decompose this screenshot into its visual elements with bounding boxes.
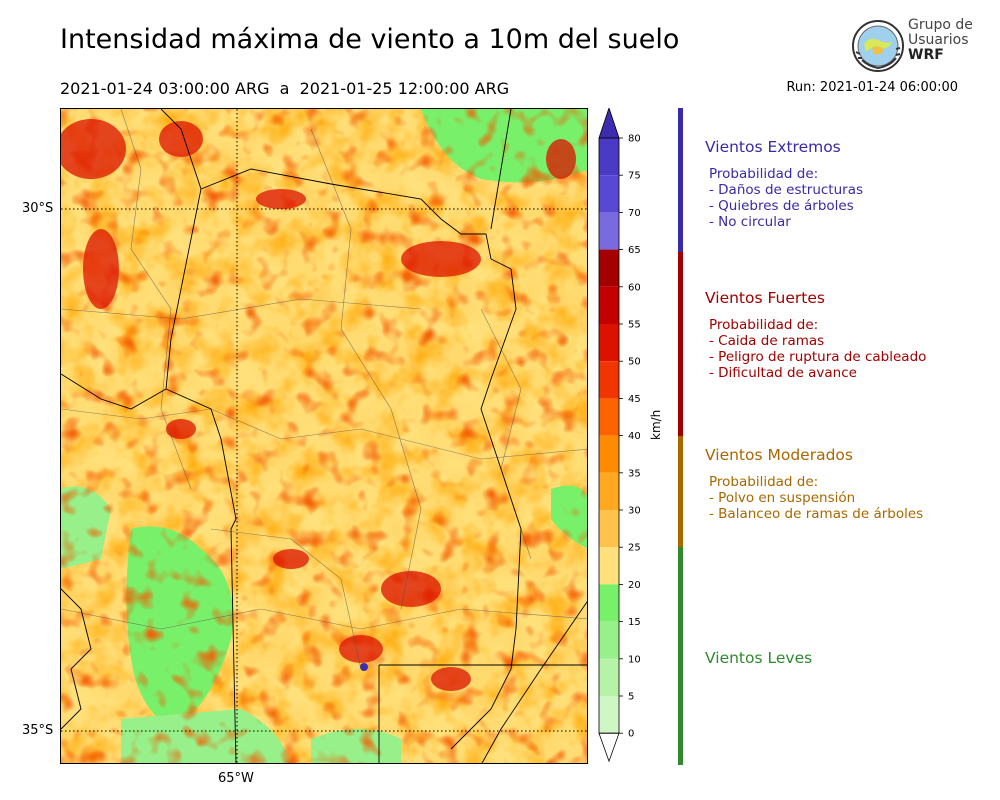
wind-field-svg: [61, 109, 587, 763]
colorbar-tick-label: 70: [628, 208, 641, 219]
light-category-bar: [678, 547, 683, 765]
wind-map: [60, 108, 588, 764]
category-extreme: Vientos Extremos Probabilidad de: - Daños…: [705, 138, 995, 230]
lat-label-30s: 30°S: [22, 201, 54, 216]
graticule: [61, 109, 587, 763]
category-line: - Balanceo de ramas de árboles: [709, 506, 924, 522]
category-line: - Daños de estructuras: [709, 182, 864, 198]
category-line: - Caida de ramas: [709, 333, 825, 349]
colorbar-bin: [599, 138, 619, 176]
valid-period: 2021-01-24 03:00:00 ARG a 2021-01-25 12:…: [60, 79, 510, 98]
category-line: Probabilidad de:: [709, 166, 819, 182]
colorbar-tick-label: 30: [628, 506, 641, 517]
logo-text: Grupo de Usuarios WRF: [908, 18, 973, 63]
colorbar-tick-label: 10: [628, 654, 641, 665]
extreme-wind-spot: [360, 663, 368, 671]
strong-wind-texture: [61, 109, 587, 763]
page-title: Intensidad máxima de viento a 10m del su…: [60, 24, 680, 55]
strong-wind-blobs: [61, 119, 576, 691]
category-lines: Probabilidad de: - Caida de ramas - Peligr…: [705, 317, 995, 381]
category-moderate: Vientos Moderados Probabilidad de: - Polv…: [705, 446, 995, 522]
colorbar: 80 75 70 65 60 55 50 45 40 35 30 25 20 15 10 5 0: [598, 106, 668, 768]
colorbar-tick-label: 55: [628, 320, 641, 331]
colorbar-tick-label: 75: [628, 171, 641, 182]
colorbar-tick-label: 25: [628, 543, 641, 554]
category-line: - Polvo en suspensión: [709, 490, 856, 506]
colorbar-tick-label: 35: [628, 468, 641, 479]
colorbar-tick-label: 15: [628, 617, 641, 628]
category-line: Probabilidad de:: [709, 474, 819, 490]
category-lines: Probabilidad de: - Polvo en suspensión - B…: [705, 474, 995, 522]
category-strong: Vientos Fuertes Probabilidad de: - Caida …: [705, 289, 995, 381]
colorbar-tick-label: 80: [628, 134, 641, 145]
colorbar-tick-label: 20: [628, 580, 641, 591]
moderate-category-bar: [678, 436, 683, 547]
category-line: - Dificultad de avance: [709, 365, 857, 381]
colorbar-tick-label: 65: [628, 245, 641, 256]
colorbar-tick-label: 5: [628, 692, 634, 703]
colorbar-tick-label: 40: [628, 431, 641, 442]
logo-line-1: Grupo de: [908, 17, 973, 33]
category-title: Vientos Fuertes: [705, 289, 825, 307]
colorbar-bin: [599, 621, 619, 659]
colorbar-extend-bottom: [598, 732, 620, 763]
category-lines: Probabilidad de: - Daños de estructuras - …: [705, 166, 995, 230]
category-title: Vientos Extremos: [705, 138, 841, 156]
colorbar-bin: [599, 472, 619, 510]
category-line: - Peligro de ruptura de cableado: [709, 349, 927, 365]
lon-label-65w: 65°W: [218, 771, 254, 786]
category-light: Vientos Leves: [705, 649, 995, 677]
strong-category-bar: [678, 252, 683, 436]
colorbar-tick-label: 50: [628, 357, 641, 368]
colorbar-bin: [599, 324, 619, 362]
logo-line-3: WRF: [908, 47, 944, 63]
province-borders: [61, 109, 587, 763]
category-line: - No circular: [709, 214, 791, 230]
extreme-category-bar: [678, 108, 683, 252]
category-title: Vientos Moderados: [705, 446, 853, 464]
colorbar-bin: [599, 510, 619, 548]
category-line: Probabilidad de:: [709, 317, 819, 333]
wrf-logo: [850, 18, 970, 74]
colorbar-bin: [599, 658, 619, 696]
colorbar-tick-label: 0: [628, 729, 634, 740]
colorbar-bin: [599, 175, 619, 213]
colorbar-tick-label: 60: [628, 282, 641, 293]
run-time: Run: 2021-01-24 06:00:00: [786, 80, 958, 95]
colorbar-bin: [599, 584, 619, 622]
lat-label-35s: 35°S: [22, 723, 54, 738]
colorbar-bin: [599, 249, 619, 287]
colorbar-bin: [599, 435, 619, 473]
category-line: - Quiebres de árboles: [709, 198, 854, 214]
category-title: Vientos Leves: [705, 649, 813, 667]
colorbar-tick-label: 45: [628, 394, 641, 405]
colorbar-bin: [599, 212, 619, 250]
colorbar-units: km/h: [649, 409, 663, 440]
logo-line-2: Usuarios: [908, 32, 969, 48]
colorbar-bin: [599, 547, 619, 585]
colorbar-bin: [599, 361, 619, 399]
colorbar-bin: [599, 696, 619, 734]
globe-icon: [852, 20, 904, 72]
colorbar-bin: [599, 286, 619, 324]
colorbar-extend-top: [598, 106, 620, 139]
colorbar-bin: [599, 398, 619, 436]
